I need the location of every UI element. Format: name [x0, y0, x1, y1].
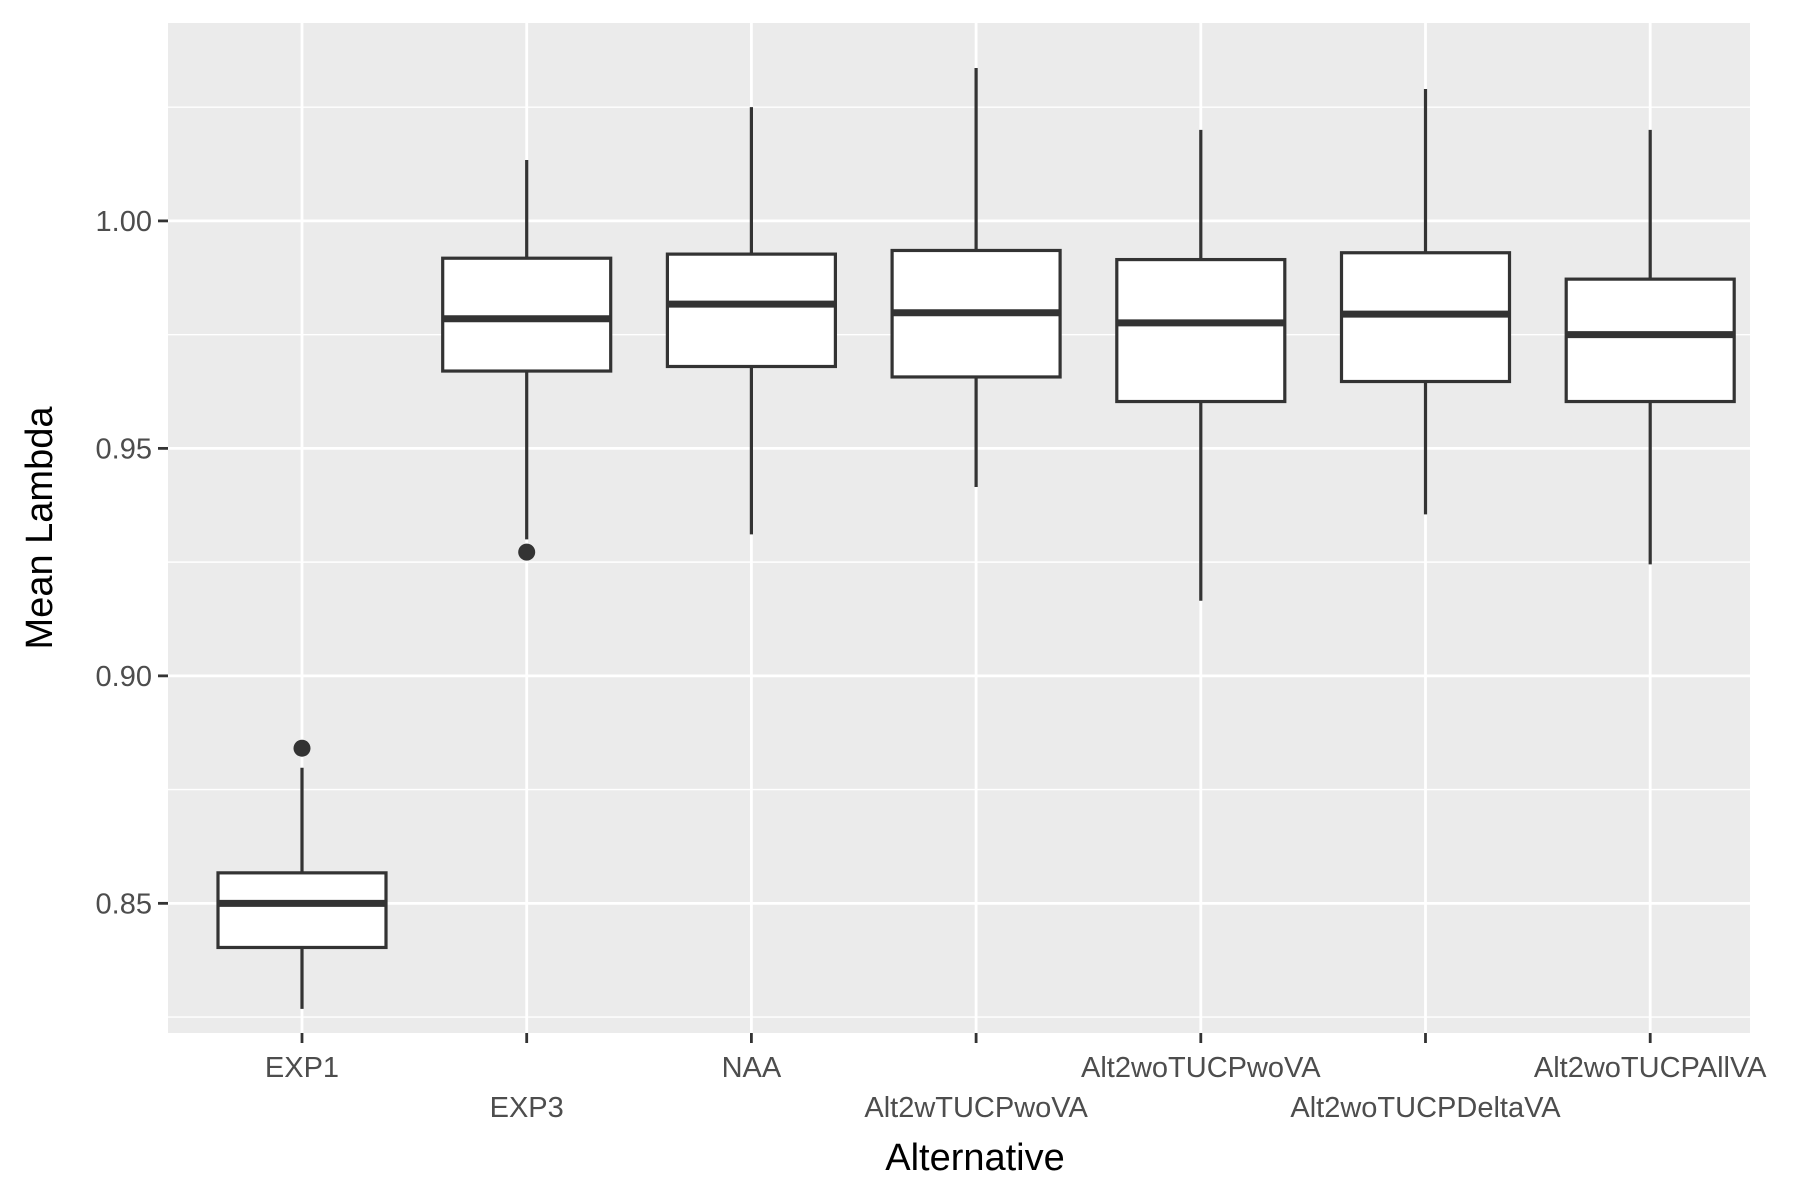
box — [1115, 257, 1287, 404]
box-group — [665, 107, 838, 535]
box — [1564, 277, 1736, 404]
box — [216, 871, 388, 950]
box-group — [1564, 129, 1736, 565]
y-axis: 0.85 0.90 0.95 1.00 — [96, 206, 168, 920]
x-tick-label: NAA — [722, 1052, 782, 1084]
box-group — [216, 739, 388, 1009]
x-axis: EXP1 EXP3 NAA Alt2wTUCPwoVA Alt2woTUCPwoVA Al… — [265, 1033, 1767, 1124]
box — [665, 252, 838, 369]
box-group — [1339, 88, 1512, 515]
box-group — [441, 159, 613, 561]
outlier-point — [293, 739, 311, 757]
box-group — [890, 68, 1062, 488]
x-tick-label: Alt2woTUCPDeltaVA — [1290, 1092, 1561, 1124]
x-tick-label: Alt2woTUCPAllVA — [1534, 1052, 1767, 1084]
y-tick-label: 0.85 — [96, 888, 152, 920]
y-axis-title: Mean Lambda — [19, 406, 61, 650]
x-tick-label: EXP1 — [265, 1052, 339, 1084]
box-group — [1115, 129, 1287, 601]
y-tick-label: 0.90 — [96, 661, 152, 693]
boxes-layer — [216, 68, 1736, 1009]
x-tick-label: Alt2woTUCPwoVA — [1081, 1052, 1321, 1084]
y-tick-label: 1.00 — [96, 206, 152, 238]
x-tick-label: Alt2wTUCPwoVA — [864, 1092, 1088, 1124]
outlier-point — [518, 543, 536, 561]
plot-panel — [168, 23, 1750, 1033]
y-tick-label: 0.95 — [96, 433, 152, 465]
x-tick-label: EXP3 — [490, 1092, 564, 1124]
box — [441, 256, 613, 373]
x-axis-title: Alternative — [885, 1137, 1065, 1179]
